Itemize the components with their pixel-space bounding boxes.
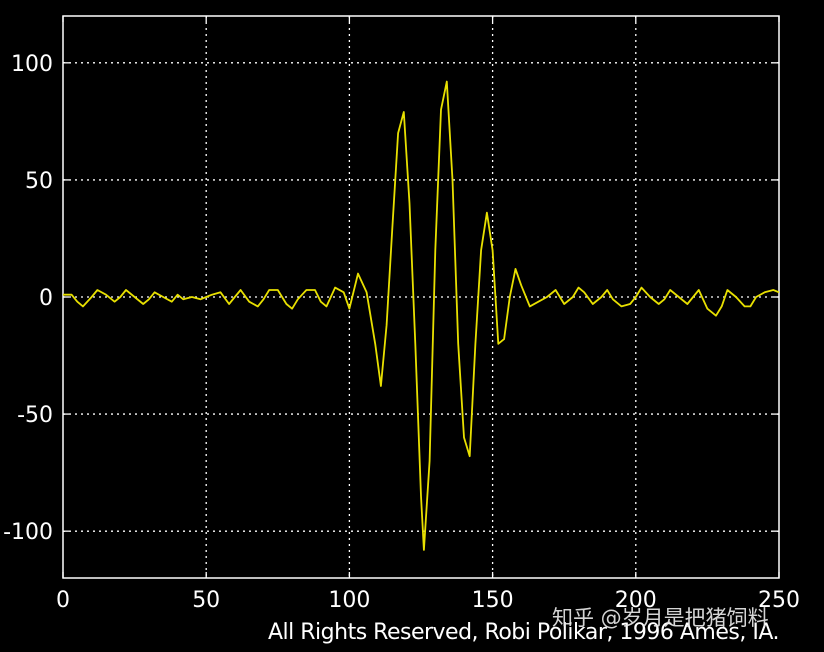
y-tick-label: -100 xyxy=(3,520,53,545)
x-tick-label: 250 xyxy=(758,588,800,613)
y-tick-label: -50 xyxy=(17,403,53,428)
y-tick-label: 0 xyxy=(39,286,53,311)
grid-lines xyxy=(63,16,779,578)
copyright-footer: All Rights Reserved, Robi Polikar, 1996 … xyxy=(268,620,780,645)
watermark: 知乎 @岁月是把猪饲料 xyxy=(552,606,769,630)
y-tick-label: 100 xyxy=(11,52,53,77)
series-group xyxy=(63,80,780,551)
x-tick-label: 50 xyxy=(192,588,220,613)
signal-line xyxy=(63,80,780,551)
y-tick-label: 50 xyxy=(25,169,53,194)
tick-marks xyxy=(62,16,780,578)
x-tick-label: 150 xyxy=(472,588,514,613)
x-tick-label: 200 xyxy=(615,588,657,613)
x-tick-labels: 0 50 100 150 200 250 xyxy=(56,588,800,613)
y-tick-labels: 100 50 0 -50 -100 xyxy=(3,52,53,545)
x-tick-label: 0 xyxy=(56,588,70,613)
x-tick-label: 100 xyxy=(328,588,370,613)
